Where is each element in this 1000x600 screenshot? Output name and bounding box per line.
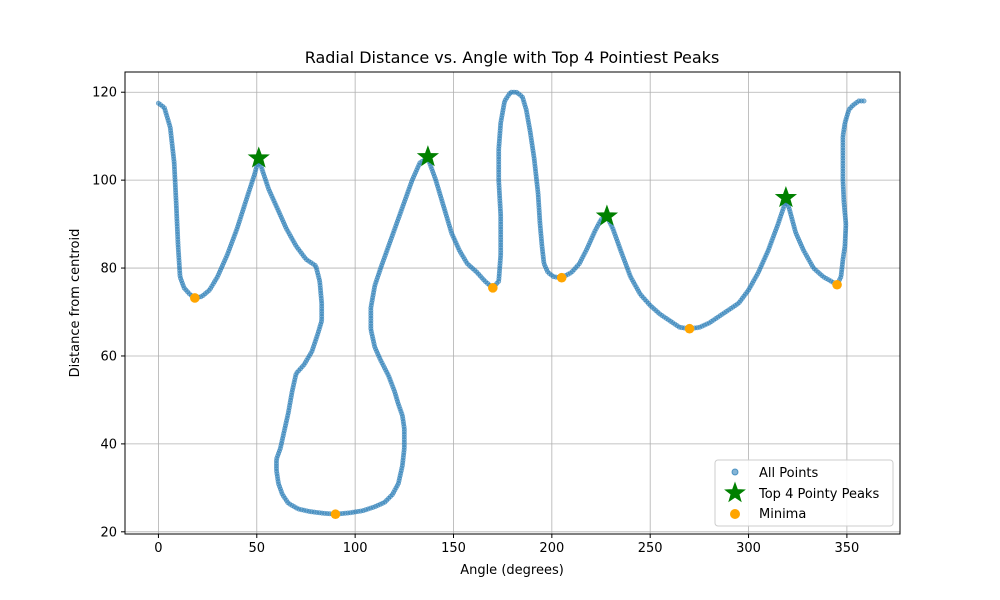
minimum-point	[684, 323, 695, 334]
peak-point	[416, 145, 440, 167]
peak-point	[774, 186, 798, 208]
minimum-point	[190, 293, 200, 303]
minimum-point	[556, 272, 567, 283]
plot-frame	[124, 71, 901, 535]
peak-point	[247, 146, 270, 168]
y-axis-label: Distance from centroid	[68, 229, 83, 378]
x-tick-label: 200	[539, 541, 564, 556]
y-tick-label: 60	[100, 349, 117, 364]
minimum-point	[330, 509, 341, 520]
y-tick-label: 20	[100, 525, 117, 540]
minima-series	[190, 272, 842, 520]
y-tick-label: 40	[100, 437, 117, 452]
x-tick-label: 250	[638, 541, 663, 556]
legend-all-points-label: All Points	[759, 466, 819, 481]
y-tick-label: 120	[92, 86, 117, 101]
peaks-series	[247, 145, 798, 226]
x-tick-label: 0	[154, 541, 162, 556]
legend-peaks-marker	[724, 481, 746, 503]
x-tick-label: 350	[834, 541, 859, 556]
minimum-point	[488, 283, 498, 293]
all-points-series	[155, 89, 867, 517]
axis-ticks: 0 50 100 150 200 250 300 350 20 40 60 80 100 120	[92, 86, 859, 556]
x-tick-label: 300	[736, 541, 761, 556]
x-axis-label: Angle (degrees)	[460, 563, 564, 578]
minimum-point	[832, 279, 842, 290]
legend-box	[714, 459, 894, 527]
x-tick-label: 150	[441, 541, 466, 556]
y-tick-label: 80	[100, 262, 117, 277]
legend-minima-marker	[730, 509, 740, 519]
legend-all-points-marker	[731, 468, 739, 476]
peak-point	[595, 204, 619, 226]
legend-minima-label: Minima	[759, 507, 806, 522]
y-tick-label: 100	[92, 174, 117, 189]
legend-peaks-label: Top 4 Pointy Peaks	[758, 487, 879, 502]
chart-title: Radial Distance vs. Angle with Top 4 Poi…	[305, 48, 720, 67]
x-tick-label: 50	[249, 541, 266, 556]
data-point	[861, 98, 867, 104]
x-tick-label: 100	[343, 541, 368, 556]
legend: All Points Top 4 Pointy Peaks Minima	[714, 459, 894, 527]
